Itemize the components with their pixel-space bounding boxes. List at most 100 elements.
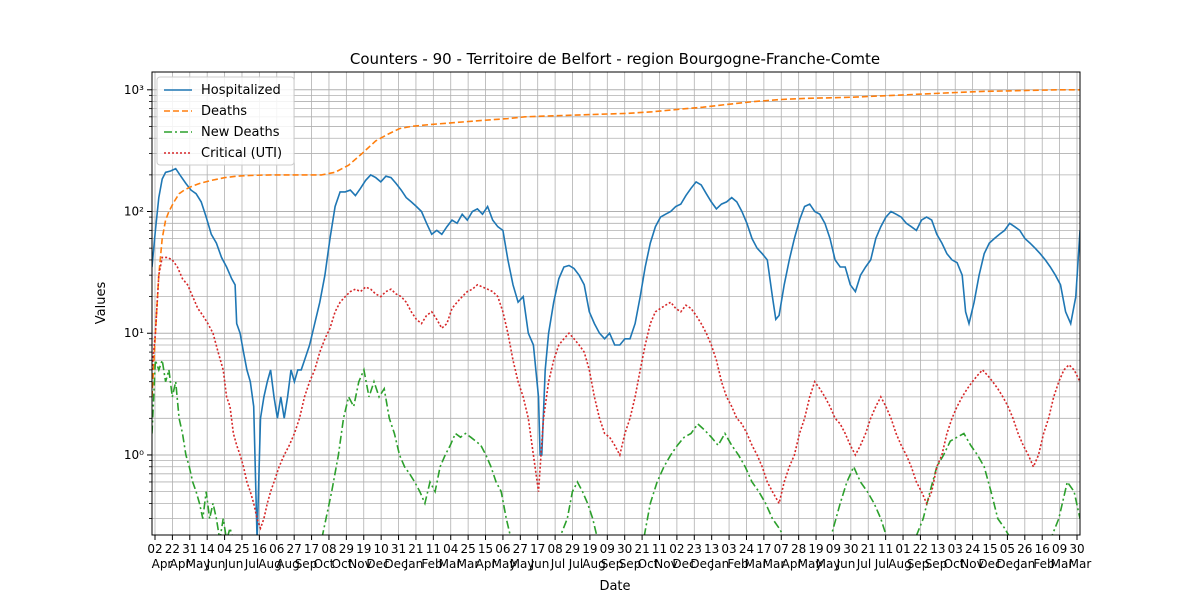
x-axis-label: Date xyxy=(599,579,630,594)
x-tick-label-month: Sep xyxy=(925,557,948,571)
x-tick-label-month: Mar xyxy=(763,557,786,571)
x-tick-label-day: 08 xyxy=(321,542,336,556)
x-tick-label-day: 15 xyxy=(478,542,493,556)
x-tick-label-day: 21 xyxy=(634,542,649,556)
x-tick-label-day: 11 xyxy=(878,542,893,556)
x-tick-label-day: 17 xyxy=(530,542,545,556)
x-tick-label-month: Dec xyxy=(366,557,389,571)
x-tick-label-month: Jul xyxy=(568,557,583,571)
x-tick-label-day: 14 xyxy=(200,542,215,556)
x-tick-label-day: 04 xyxy=(443,542,458,556)
x-tick-label-day: 31 xyxy=(391,542,406,556)
x-tick-label-month: Dec xyxy=(690,557,713,571)
x-axis: 02 22 31 14 04 25 16 06 27 17 08 29 19 10 31 21 11 04 25 15… xyxy=(147,535,1091,571)
x-tick-label-day: 19 xyxy=(356,542,371,556)
series-line-hospitalized xyxy=(152,167,1080,535)
x-tick-label-month: May xyxy=(492,557,517,571)
x-tick-label-month: Jun xyxy=(530,557,550,571)
x-tick-label-day: 21 xyxy=(408,542,423,556)
x-tick-label-day: 09 xyxy=(826,542,841,556)
x-tick-label-day: 29 xyxy=(339,542,354,556)
x-tick-label-month: Feb xyxy=(1033,557,1054,571)
x-tick-label-day: 16 xyxy=(252,542,267,556)
x-tick-label-month: Sep xyxy=(907,557,930,571)
x-tick-label-month: Apr xyxy=(782,557,803,571)
legend-label-new-deaths: New Deaths xyxy=(201,125,280,140)
x-tick-label-day: 11 xyxy=(426,542,441,556)
x-tick-label-day: 27 xyxy=(287,542,302,556)
x-tick-label-month: Aug xyxy=(276,557,299,571)
x-tick-label-month: Jun xyxy=(206,557,226,571)
x-tick-label-month: Dec xyxy=(996,557,1019,571)
x-tick-label-month: May xyxy=(186,557,211,571)
x-tick-label-month: Jan xyxy=(1016,557,1036,571)
x-tick-label-day: 02 xyxy=(669,542,684,556)
x-tick-label-day: 30 xyxy=(1069,542,1084,556)
x-tick-label-day: 06 xyxy=(269,542,284,556)
x-tick-label-day: 08 xyxy=(547,542,562,556)
legend: Hospitalized Deaths New Deaths Critical (UT… xyxy=(156,76,295,166)
x-tick-label-month: Feb xyxy=(727,557,748,571)
x-tick-label-month: Dec xyxy=(978,557,1001,571)
x-tick-label-day: 10 xyxy=(374,542,389,556)
x-tick-label-month: Oct xyxy=(314,557,335,571)
legend-label-deaths: Deaths xyxy=(201,104,247,119)
plot-frame xyxy=(151,71,1081,536)
x-tick-label-month: Dec xyxy=(384,557,407,571)
x-tick-label-month: Jan xyxy=(404,557,424,571)
x-tick-label-day: 15 xyxy=(982,542,997,556)
x-tick-label-day: 22 xyxy=(165,542,180,556)
x-tick-label-day: 09 xyxy=(600,542,615,556)
legend-label-hospitalized: Hospitalized xyxy=(201,83,281,98)
y-tick-label: 10³ xyxy=(124,83,144,97)
x-tick-label-month: Nov xyxy=(960,557,983,571)
x-tick-label-day: 19 xyxy=(582,542,597,556)
legend-label-critical-uti: Critical (UTI) xyxy=(201,146,282,161)
series-line-new-deaths xyxy=(152,359,1080,535)
x-tick-label-day: 01 xyxy=(895,542,910,556)
x-tick-label-month: Aug xyxy=(582,557,605,571)
x-tick-label-month: Aug xyxy=(888,557,911,571)
x-tick-label-month: Mar xyxy=(1069,557,1092,571)
legend-box xyxy=(156,76,295,166)
x-tick-label-month: Nov xyxy=(654,557,677,571)
x-tick-label-day: 03 xyxy=(948,542,963,556)
x-tick-label-month: Oct xyxy=(332,557,353,571)
x-tick-label-month: Apr xyxy=(170,557,191,571)
x-tick-label-day: 02 xyxy=(147,542,162,556)
x-tick-label-day: 19 xyxy=(808,542,823,556)
x-tick-label-month: Sep xyxy=(619,557,642,571)
x-tick-label-month: Jan xyxy=(710,557,730,571)
x-tick-label-month: Jun xyxy=(224,557,244,571)
x-tick-label-month: Oct xyxy=(638,557,659,571)
x-tick-label-day: 24 xyxy=(965,542,980,556)
x-tick-label-month: Jun xyxy=(836,557,856,571)
x-tick-label-month: May xyxy=(510,557,535,571)
x-tick-label-day: 05 xyxy=(1000,542,1015,556)
x-tick-label-day: 17 xyxy=(756,542,771,556)
x-tick-label-day: 30 xyxy=(843,542,858,556)
x-tick-label-month: May xyxy=(798,557,823,571)
x-tick-label-day: 13 xyxy=(930,542,945,556)
x-tick-label-month: Mar xyxy=(745,557,768,571)
x-tick-label-day: 30 xyxy=(617,542,632,556)
x-tick-label-day: 23 xyxy=(687,542,702,556)
x-tick-label-day: 24 xyxy=(739,542,754,556)
x-tick-label-month: Mar xyxy=(439,557,462,571)
x-tick-label-day: 09 xyxy=(1052,542,1067,556)
x-tick-label-day: 11 xyxy=(652,542,667,556)
x-tick-label-day: 13 xyxy=(704,542,719,556)
x-tick-label-day: 07 xyxy=(774,542,789,556)
x-tick-label-day: 16 xyxy=(1035,542,1050,556)
x-tick-label-month: Apr xyxy=(152,557,173,571)
y-axis: 10⁰ 10¹ 10² 10³ xyxy=(124,83,152,520)
series-line-deaths xyxy=(152,89,1080,397)
x-tick-label-month: Sep xyxy=(601,557,624,571)
x-tick-label-month: Jul xyxy=(874,557,889,571)
x-tick-label-month: Aug xyxy=(258,557,281,571)
x-tick-label-month: Nov xyxy=(348,557,371,571)
x-tick-label-day: 03 xyxy=(721,542,736,556)
y-axis-label: Values xyxy=(94,282,109,325)
x-tick-label-month: Dec xyxy=(672,557,695,571)
